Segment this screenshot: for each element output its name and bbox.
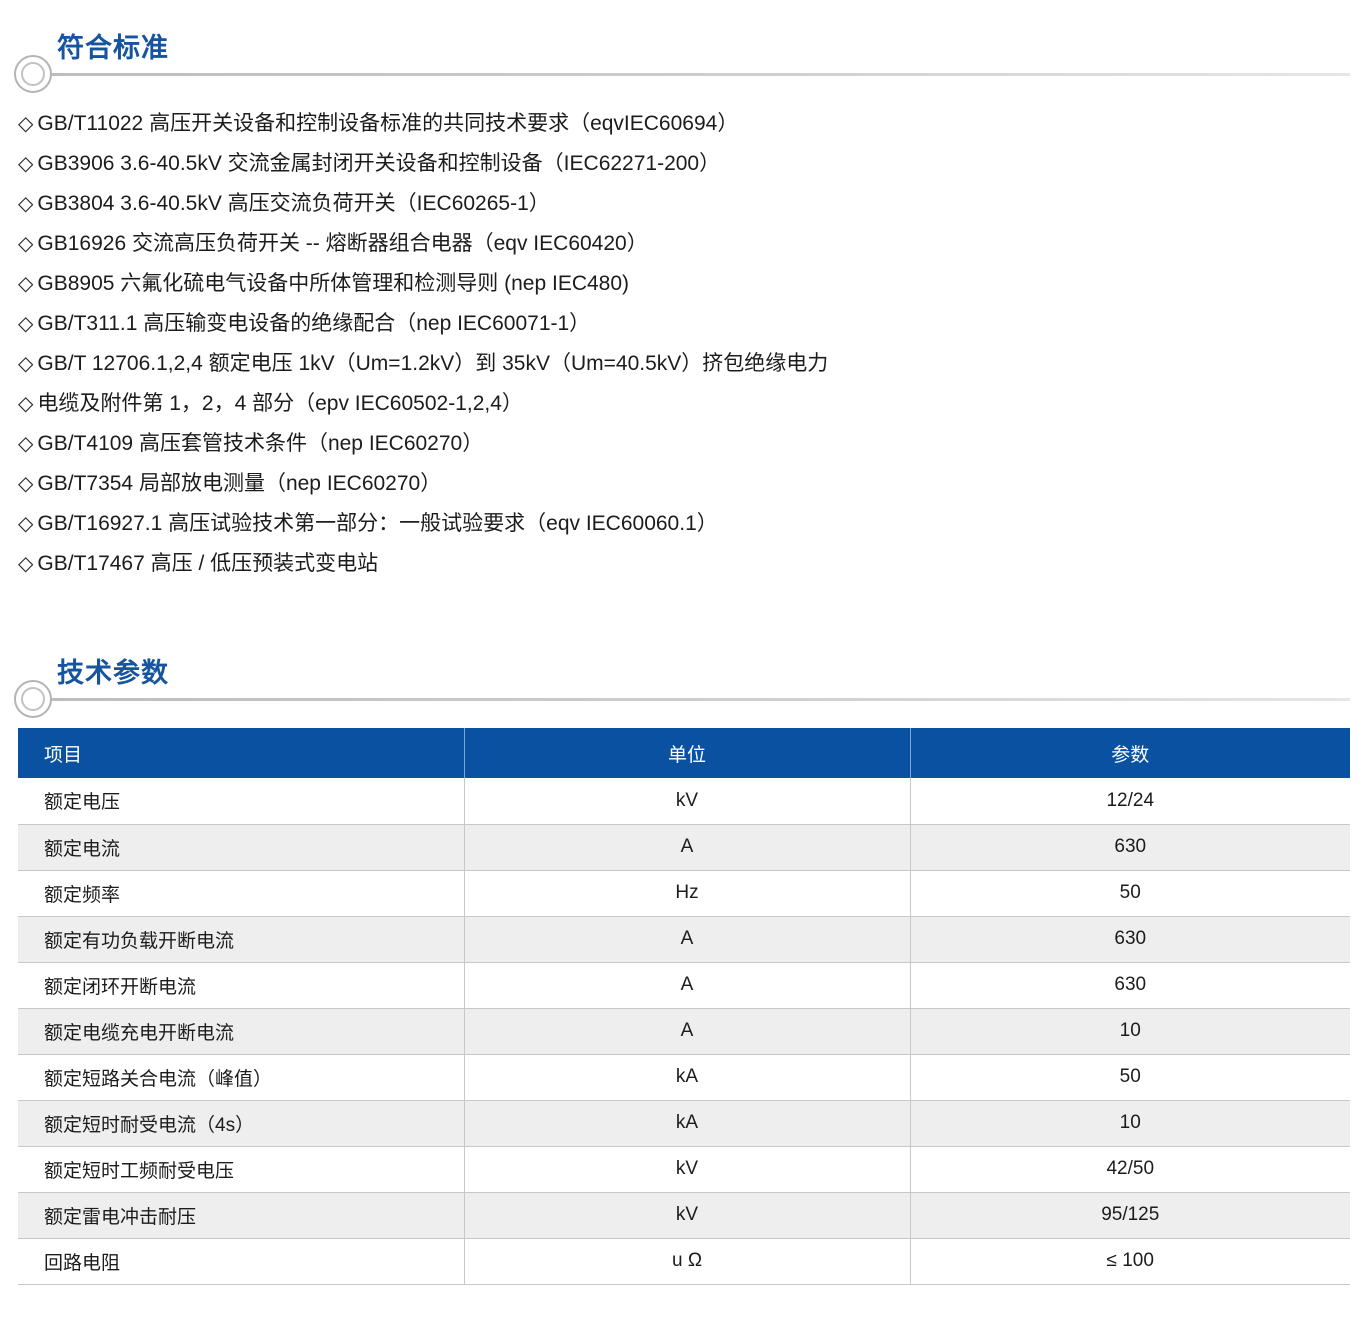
diamond-bullet-icon: ◇ — [18, 513, 34, 535]
list-item: ◇ GB16926 交流高压负荷开关 -- 熔断器组合电器（eqv IEC6042… — [18, 224, 828, 264]
cell-value: 10 — [910, 1100, 1350, 1147]
diamond-bullet-icon: ◇ — [18, 353, 34, 375]
diamond-bullet-icon: ◇ — [18, 273, 34, 295]
list-item: ◇ GB/T7354 局部放电测量（nep IEC60270） — [18, 464, 828, 504]
list-item-text: GB/T4109 高压套管技术条件（nep IEC60270） — [37, 432, 484, 455]
cell-value: 50 — [910, 1054, 1350, 1101]
column-header-item: 项目 — [18, 728, 465, 778]
cell-item: 额定短路关合电流（峰值） — [18, 1054, 465, 1101]
list-item: ◇ GB/T4109 高压套管技术条件（nep IEC60270） — [18, 424, 828, 464]
cell-value: ≤ 100 — [910, 1238, 1350, 1285]
cell-unit: kV — [464, 1146, 911, 1193]
cell-item: 额定有功负载开断电流 — [18, 916, 465, 963]
cell-item: 额定电流 — [18, 824, 465, 871]
list-item-text: GB3906 3.6-40.5kV 交流金属封闭开关设备和控制设备（IEC622… — [37, 152, 721, 175]
cell-item: 回路电阻 — [18, 1238, 465, 1285]
cell-unit: Hz — [464, 870, 911, 917]
cell-item: 额定电缆充电开断电流 — [18, 1008, 465, 1055]
cell-unit: A — [464, 824, 911, 871]
cell-unit: A — [464, 1008, 911, 1055]
cell-item: 额定短时工频耐受电压 — [18, 1146, 465, 1193]
cell-item: 额定电压 — [18, 778, 465, 825]
list-item: ◇ GB/T17467 高压 / 低压预装式变电站 — [18, 544, 828, 584]
cell-value: 12/24 — [910, 778, 1350, 825]
standards-list: ◇ GB/T11022 高压开关设备和控制设备标准的共同技术要求（eqvIEC60… — [18, 104, 828, 584]
list-item-text: GB/T16927.1 高压试验技术第一部分：一般试验要求（eqv IEC600… — [37, 512, 718, 535]
column-header-value: 参数 — [910, 728, 1350, 778]
table-header: 项目 单位 参数 — [18, 728, 1350, 778]
list-item: ◇ GB3804 3.6-40.5kV 高压交流负荷开关（IEC60265-1） — [18, 184, 828, 224]
column-header-unit: 单位 — [464, 728, 911, 778]
table-row: 额定有功负载开断电流 A 630 — [18, 916, 1350, 963]
table-row: 额定电缆充电开断电流 A 10 — [18, 1008, 1350, 1055]
list-item-text: GB/T17467 高压 / 低压预装式变电站 — [37, 552, 379, 575]
list-item-text: GB/T311.1 高压输变电设备的绝缘配合（nep IEC60071-1） — [37, 312, 591, 335]
table-header-row: 项目 单位 参数 — [18, 728, 1350, 778]
cell-value: 50 — [910, 870, 1350, 917]
diamond-bullet-icon: ◇ — [18, 313, 34, 335]
cell-unit: kV — [464, 1192, 911, 1239]
list-item: ◇ 电缆及附件第 1，2，4 部分（epv IEC60502-1,2,4） — [18, 384, 828, 424]
double-circle-icon — [14, 55, 52, 93]
section-header-parameters: 技术参数 — [0, 625, 1368, 718]
cell-unit: u Ω — [464, 1238, 911, 1285]
table-row: 额定频率 Hz 50 — [18, 870, 1350, 917]
table-row: 额定短时耐受电流（4s） kA 10 — [18, 1100, 1350, 1147]
list-item: ◇ GB3906 3.6-40.5kV 交流金属封闭开关设备和控制设备（IEC62… — [18, 144, 828, 184]
diamond-bullet-icon: ◇ — [18, 553, 34, 575]
section-title-parameters: 技术参数 — [57, 651, 179, 690]
table-row: 额定雷电冲击耐压 kV 95/125 — [18, 1192, 1350, 1239]
table-row: 回路电阻 u Ω ≤ 100 — [18, 1238, 1350, 1285]
list-item: ◇ GB/T16927.1 高压试验技术第一部分：一般试验要求（eqv IEC60… — [18, 504, 828, 544]
double-circle-icon — [14, 680, 52, 718]
spec-table-container: 项目 单位 参数 额定电压 kV 12/24 额定电流 A 630 额定频率 — [18, 728, 1350, 1285]
list-item: ◇ GB/T11022 高压开关设备和控制设备标准的共同技术要求（eqvIEC60… — [18, 104, 828, 144]
cell-value: 95/125 — [910, 1192, 1350, 1239]
list-item: ◇ GB/T311.1 高压输变电设备的绝缘配合（nep IEC60071-1） — [18, 304, 828, 344]
diamond-bullet-icon: ◇ — [18, 193, 34, 215]
cell-value: 42/50 — [910, 1146, 1350, 1193]
list-item-text: GB/T7354 局部放电测量（nep IEC60270） — [37, 472, 442, 495]
cell-item: 额定频率 — [18, 870, 465, 917]
cell-unit: A — [464, 916, 911, 963]
diamond-bullet-icon: ◇ — [18, 233, 34, 255]
list-item-text: GB3804 3.6-40.5kV 高压交流负荷开关（IEC60265-1） — [37, 192, 550, 215]
cell-value: 630 — [910, 824, 1350, 871]
list-item-text: GB/T 12706.1,2,4 额定电压 1kV（Um=1.2kV）到 35k… — [37, 352, 829, 375]
spec-table: 项目 单位 参数 额定电压 kV 12/24 额定电流 A 630 额定频率 — [18, 728, 1350, 1285]
section-header-standards: 符合标准 — [0, 0, 1368, 93]
cell-item: 额定雷电冲击耐压 — [18, 1192, 465, 1239]
list-item: ◇ GB8905 六氟化硫电气设备中所体管理和检测导则 (nep IEC480) — [18, 264, 828, 304]
table-row: 额定短时工频耐受电压 kV 42/50 — [18, 1146, 1350, 1193]
table-row: 额定短路关合电流（峰值） kA 50 — [18, 1054, 1350, 1101]
section-title-standards: 符合标准 — [57, 26, 179, 65]
cell-unit: kV — [464, 778, 911, 825]
cell-value: 630 — [910, 962, 1350, 1009]
header-divider-line — [50, 73, 1350, 76]
cell-item: 额定短时耐受电流（4s） — [18, 1100, 465, 1147]
cell-unit: kA — [464, 1054, 911, 1101]
table-row: 额定电压 kV 12/24 — [18, 778, 1350, 825]
list-item-text: GB/T11022 高压开关设备和控制设备标准的共同技术要求（eqvIEC606… — [37, 112, 739, 135]
diamond-bullet-icon: ◇ — [18, 153, 34, 175]
header-divider-line — [50, 698, 1350, 701]
diamond-bullet-icon: ◇ — [18, 393, 34, 415]
diamond-bullet-icon: ◇ — [18, 473, 34, 495]
cell-value: 630 — [910, 916, 1350, 963]
cell-value: 10 — [910, 1008, 1350, 1055]
list-item: ◇ GB/T 12706.1,2,4 额定电压 1kV（Um=1.2kV）到 35… — [18, 344, 828, 384]
table-row: 额定闭环开断电流 A 630 — [18, 962, 1350, 1009]
diamond-bullet-icon: ◇ — [18, 433, 34, 455]
table-body: 额定电压 kV 12/24 额定电流 A 630 额定频率 Hz 50 额定有功… — [18, 778, 1350, 1285]
list-item-text: 电缆及附件第 1，2，4 部分（epv IEC60502-1,2,4） — [37, 392, 523, 415]
cell-item: 额定闭环开断电流 — [18, 962, 465, 1009]
list-item-text: GB8905 六氟化硫电气设备中所体管理和检测导则 (nep IEC480) — [37, 272, 630, 295]
cell-unit: A — [464, 962, 911, 1009]
cell-unit: kA — [464, 1100, 911, 1147]
list-item-text: GB16926 交流高压负荷开关 -- 熔断器组合电器（eqv IEC60420… — [37, 232, 648, 255]
table-row: 额定电流 A 630 — [18, 824, 1350, 871]
diamond-bullet-icon: ◇ — [18, 113, 34, 135]
